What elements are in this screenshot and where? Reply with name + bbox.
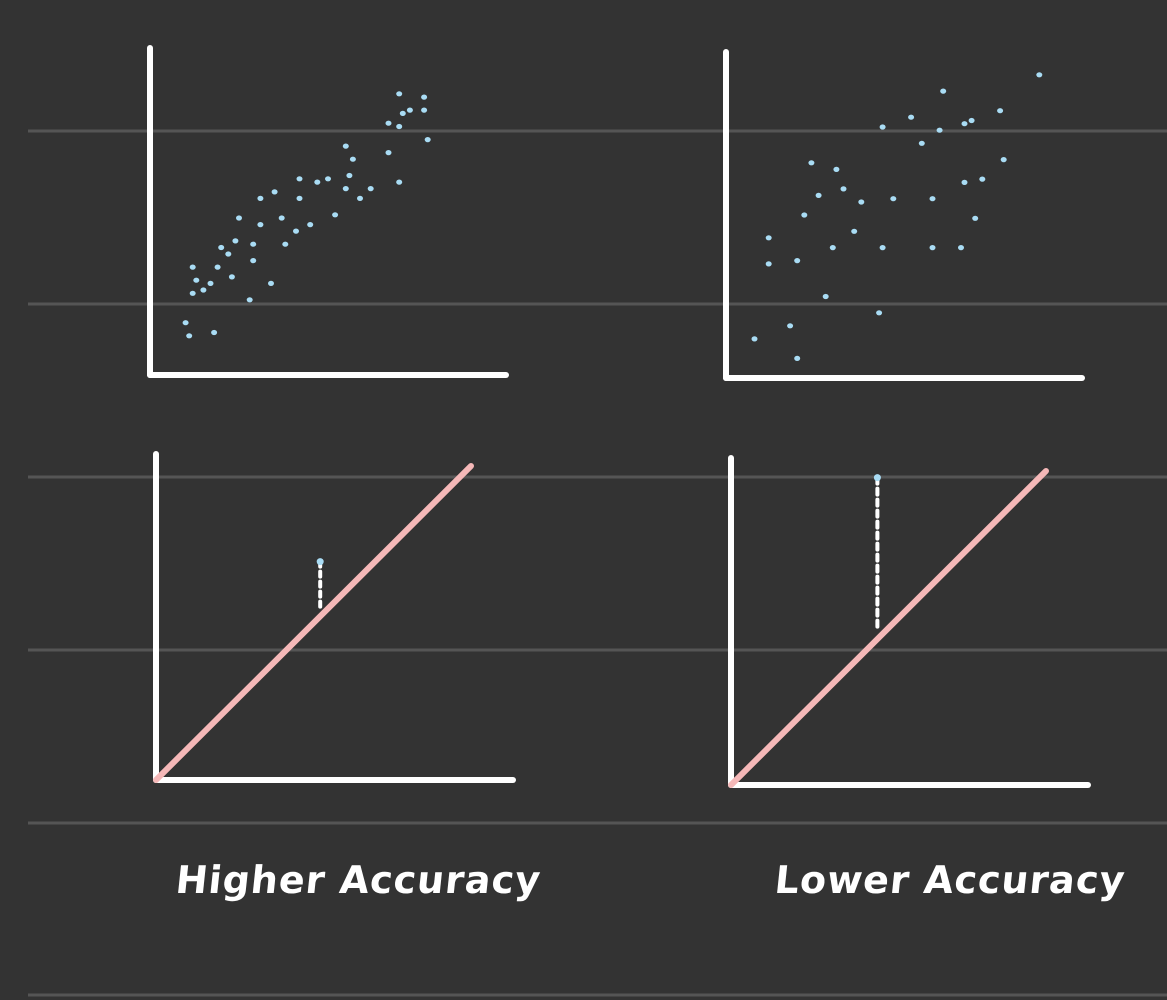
- panel-low-accuracy-fit: [728, 455, 1091, 788]
- scatter-points: [751, 72, 1043, 361]
- data-point: [801, 212, 808, 218]
- data-point: [936, 127, 943, 133]
- caption-lower-accuracy: Lower Accuracy: [772, 858, 1128, 902]
- data-point: [346, 172, 353, 179]
- data-point: [182, 320, 189, 326]
- data-point: [189, 264, 196, 270]
- data-point: [833, 166, 840, 172]
- data-point: [421, 107, 428, 113]
- data-point: [282, 241, 289, 247]
- data-point: [200, 287, 207, 293]
- data-point: [765, 261, 772, 267]
- data-point: [879, 245, 886, 251]
- data-point: [751, 336, 758, 342]
- observed-point: [316, 558, 324, 566]
- data-point: [357, 195, 363, 201]
- data-point: [296, 176, 303, 182]
- ruled-lines: [28, 129, 1167, 997]
- data-point: [979, 176, 986, 182]
- data-point: [193, 277, 200, 283]
- data-point: [829, 245, 836, 251]
- data-point: [840, 186, 847, 192]
- data-point: [257, 222, 264, 228]
- data-point: [815, 192, 822, 198]
- data-point: [929, 245, 936, 251]
- data-point: [207, 280, 214, 286]
- data-point: [268, 280, 274, 286]
- data-point: [236, 215, 242, 221]
- data-point: [424, 137, 431, 143]
- data-point: [961, 179, 968, 185]
- data-point: [250, 241, 257, 247]
- data-point: [186, 333, 193, 339]
- data-point: [879, 124, 886, 130]
- data-point: [961, 121, 968, 127]
- panel-low-accuracy-scatter: [723, 49, 1085, 381]
- data-point: [278, 215, 285, 221]
- caption-higher-accuracy: Higher Accuracy: [173, 858, 544, 902]
- data-point: [765, 235, 772, 241]
- data-point: [232, 238, 239, 244]
- data-point: [396, 123, 403, 130]
- data-point: [406, 107, 413, 113]
- data-point: [332, 212, 339, 218]
- data-point: [349, 156, 356, 162]
- data-point: [271, 189, 278, 195]
- data-point: [421, 94, 428, 100]
- data-point: [958, 245, 964, 251]
- data-point: [228, 274, 235, 280]
- axes: [728, 455, 1091, 788]
- data-point: [794, 258, 801, 264]
- data-point: [211, 329, 218, 336]
- data-point: [940, 88, 947, 94]
- data-point: [858, 199, 865, 205]
- data-point: [218, 244, 225, 251]
- data-point: [929, 196, 936, 202]
- axes: [153, 451, 516, 783]
- data-point: [908, 114, 915, 120]
- regression-line: [728, 468, 1049, 788]
- observed-point: [873, 474, 881, 482]
- axes: [147, 45, 509, 378]
- data-point: [399, 110, 406, 116]
- data-point: [325, 176, 331, 182]
- panel-high-accuracy-fit: [153, 451, 516, 783]
- data-point: [214, 264, 221, 270]
- data-point: [787, 323, 794, 329]
- data-point: [822, 293, 829, 300]
- data-point: [314, 179, 321, 185]
- data-point: [972, 215, 979, 221]
- data-point: [293, 228, 299, 234]
- regression-line: [153, 463, 474, 783]
- panel-high-accuracy-scatter: [147, 45, 509, 378]
- data-point: [257, 195, 264, 201]
- data-point: [225, 251, 232, 257]
- data-point: [997, 108, 1004, 114]
- data-point: [918, 140, 925, 146]
- scatter-points: [182, 91, 431, 339]
- data-point: [890, 196, 897, 202]
- data-point: [851, 228, 858, 234]
- data-point: [808, 160, 815, 166]
- data-point: [794, 355, 801, 361]
- data-point: [1000, 157, 1007, 163]
- data-point: [385, 120, 392, 126]
- data-point: [876, 310, 883, 316]
- data-point: [246, 297, 253, 303]
- data-point: [968, 117, 975, 124]
- data-point: [396, 179, 403, 185]
- data-point: [250, 258, 257, 264]
- data-point: [296, 195, 303, 201]
- data-point: [342, 143, 349, 149]
- data-point: [385, 150, 392, 156]
- data-point: [1036, 72, 1043, 78]
- axes: [723, 49, 1085, 381]
- data-point: [307, 222, 314, 228]
- data-point: [189, 290, 196, 296]
- data-point: [396, 91, 403, 97]
- data-point: [367, 186, 374, 192]
- data-point: [342, 186, 349, 192]
